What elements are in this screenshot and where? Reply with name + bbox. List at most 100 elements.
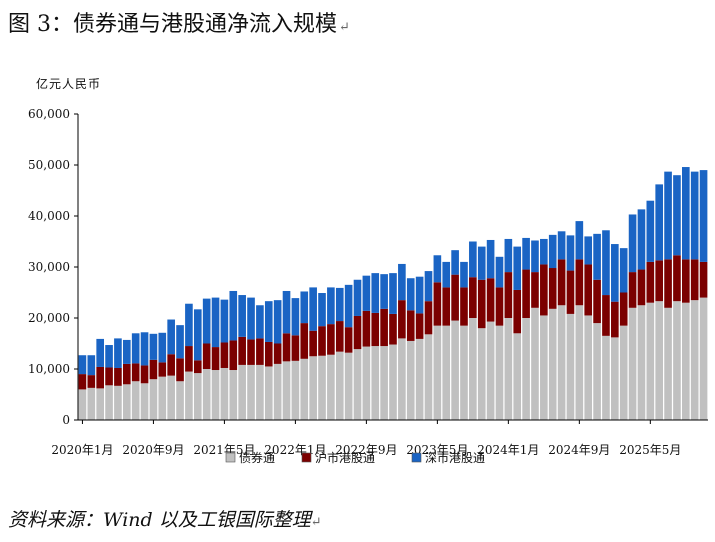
bar-sh-45 bbox=[477, 279, 486, 329]
y-tick-label: 20,000 bbox=[28, 311, 70, 325]
bar-sz-9 bbox=[158, 332, 167, 363]
bar-sh-49 bbox=[513, 289, 522, 334]
bar-sz-3 bbox=[105, 345, 113, 368]
bar-bond-13 bbox=[193, 373, 202, 420]
bar-bond-6 bbox=[131, 381, 140, 420]
bar-sh-17 bbox=[229, 340, 238, 371]
y-tick-label: 10,000 bbox=[28, 362, 70, 376]
y-tick-label: 0 bbox=[62, 413, 70, 427]
bar-sz-49 bbox=[513, 246, 522, 290]
bar-bond-1 bbox=[87, 387, 96, 420]
bar-sz-51 bbox=[531, 240, 539, 273]
bar-sh-36 bbox=[398, 300, 406, 339]
bar-bond-24 bbox=[291, 360, 300, 420]
bar-sz-57 bbox=[584, 236, 593, 265]
bar-sh-0 bbox=[78, 374, 87, 390]
bar-sh-70 bbox=[699, 261, 708, 298]
bar-bond-37 bbox=[406, 340, 415, 420]
bar-sz-35 bbox=[389, 273, 397, 314]
bar-sh-34 bbox=[380, 308, 388, 347]
bar-sh-58 bbox=[593, 279, 601, 324]
bar-bond-69 bbox=[690, 300, 699, 420]
bar-sz-30 bbox=[344, 284, 353, 328]
bar-sz-6 bbox=[131, 333, 140, 364]
bar-sz-58 bbox=[593, 233, 601, 280]
x-tick-label: 2020年1月 bbox=[51, 443, 113, 457]
legend-swatch-sz bbox=[411, 452, 422, 463]
bar-sh-52 bbox=[540, 264, 548, 316]
bar-bond-47 bbox=[495, 325, 504, 420]
bar-sz-60 bbox=[611, 244, 619, 302]
bar-bond-62 bbox=[628, 307, 637, 420]
x-tick-label: 2024年9月 bbox=[548, 443, 610, 457]
bar-bond-43 bbox=[460, 325, 468, 420]
bar-bond-55 bbox=[566, 313, 575, 420]
bar-sh-50 bbox=[522, 269, 530, 318]
bar-bond-42 bbox=[451, 320, 459, 420]
bar-bond-57 bbox=[584, 315, 593, 420]
bar-bond-2 bbox=[96, 388, 104, 420]
bar-sh-2 bbox=[96, 366, 104, 389]
bar-sh-5 bbox=[122, 363, 131, 385]
bar-sh-14 bbox=[202, 343, 211, 369]
bar-bond-18 bbox=[238, 364, 246, 420]
bar-sh-10 bbox=[167, 354, 175, 376]
bar-bond-52 bbox=[540, 315, 548, 420]
bar-sh-8 bbox=[149, 359, 158, 380]
bar-bond-70 bbox=[699, 297, 708, 420]
bar-bond-36 bbox=[398, 338, 406, 420]
bar-bond-53 bbox=[548, 308, 557, 420]
bar-sz-44 bbox=[469, 241, 477, 278]
bar-sh-39 bbox=[424, 301, 433, 335]
bar-sz-40 bbox=[433, 255, 442, 283]
bar-sz-42 bbox=[451, 250, 459, 275]
bar-sz-65 bbox=[655, 184, 664, 261]
bar-sh-16 bbox=[220, 342, 229, 368]
bar-bond-11 bbox=[176, 381, 184, 420]
bar-bond-14 bbox=[202, 369, 211, 420]
bar-bond-27 bbox=[318, 355, 326, 420]
bar-sh-43 bbox=[460, 287, 468, 326]
bar-sz-13 bbox=[193, 309, 202, 361]
bar-bond-21 bbox=[264, 366, 273, 420]
bar-sz-32 bbox=[362, 275, 371, 311]
bar-bond-5 bbox=[122, 384, 131, 420]
bar-sh-23 bbox=[282, 333, 291, 362]
x-tick-label: 2021年5月 bbox=[193, 443, 255, 457]
y-tick-label: 40,000 bbox=[28, 209, 70, 223]
bar-sh-20 bbox=[256, 338, 264, 365]
x-tick-label: 2025年5月 bbox=[619, 443, 681, 457]
bar-sh-30 bbox=[344, 327, 353, 353]
x-tick-label: 2024年1月 bbox=[477, 443, 539, 457]
bar-sh-66 bbox=[664, 259, 672, 308]
figure-title: 图 3：债券通与港股通净流入规模 ↵ bbox=[8, 12, 350, 37]
bar-sh-37 bbox=[406, 310, 415, 341]
bar-sh-38 bbox=[415, 313, 424, 339]
bar-sh-1 bbox=[87, 375, 96, 388]
bar-bond-63 bbox=[637, 305, 646, 420]
y-tick-label: 50,000 bbox=[28, 158, 70, 172]
bar-bond-26 bbox=[309, 356, 317, 420]
bar-sz-46 bbox=[486, 239, 495, 279]
bar-sz-22 bbox=[273, 300, 282, 344]
bar-bond-17 bbox=[229, 370, 238, 420]
bar-bond-7 bbox=[140, 383, 149, 420]
bar-bond-64 bbox=[646, 302, 655, 420]
bar-sh-28 bbox=[327, 324, 335, 355]
bar-sh-53 bbox=[548, 268, 557, 309]
bar-sz-68 bbox=[682, 167, 690, 260]
bar-bond-28 bbox=[327, 354, 335, 420]
bar-bond-12 bbox=[185, 371, 193, 420]
bar-sz-34 bbox=[380, 274, 388, 309]
bar-sz-70 bbox=[699, 170, 708, 262]
bar-bond-29 bbox=[335, 351, 344, 420]
bar-sh-11 bbox=[176, 358, 184, 382]
bar-sh-27 bbox=[318, 326, 326, 356]
legend-label-sz: 深市港股通 bbox=[425, 450, 485, 465]
bar-sz-26 bbox=[309, 287, 317, 331]
bar-sz-67 bbox=[673, 175, 681, 256]
bar-sz-14 bbox=[202, 298, 211, 344]
bar-sh-61 bbox=[619, 292, 628, 326]
bar-sh-46 bbox=[486, 278, 495, 322]
legend-label-sh: 沪市港股通 bbox=[315, 450, 375, 465]
